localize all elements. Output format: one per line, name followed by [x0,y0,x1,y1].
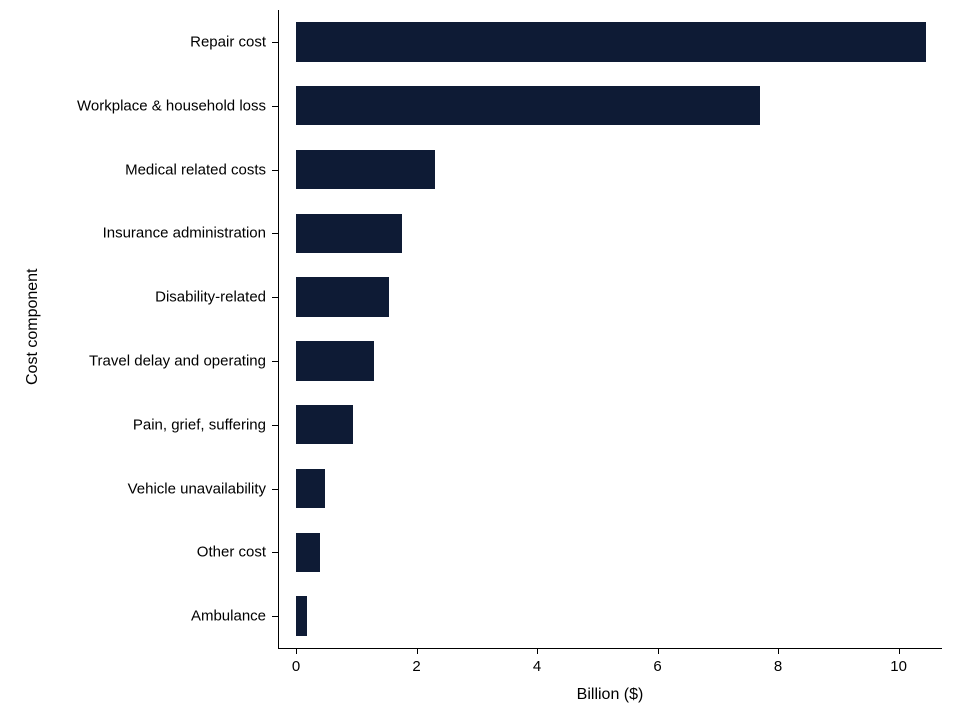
x-axis-title: Billion ($) [577,686,644,704]
bar [296,150,435,190]
category-label: Medical related costs [125,161,266,178]
y-axis-title-container: Cost component [0,0,30,720]
bar [296,533,320,573]
x-tick-label: 8 [774,658,782,675]
category-label: Other cost [197,544,266,561]
category-label: Repair cost [190,33,266,50]
bar [296,86,760,126]
category-label: Travel delay and operating [89,352,266,369]
bar [296,277,389,317]
bar [296,341,374,381]
bar [296,469,325,509]
category-label: Vehicle unavailability [128,480,266,497]
bar [296,214,401,254]
x-tick-label: 4 [533,658,541,675]
x-tick-label: 10 [890,658,907,675]
x-tick-label: 0 [292,658,300,675]
bar [296,405,353,445]
bar [296,596,307,636]
category-label: Ambulance [191,608,266,625]
category-label: Insurance administration [103,225,266,242]
y-axis-line [278,10,279,648]
category-label: Pain, grief, suffering [133,416,266,433]
x-tick-label: 2 [412,658,420,675]
x-tick-label: 6 [653,658,661,675]
category-label: Workplace & household loss [77,97,266,114]
plot-area: Repair costWorkplace & household lossMed… [278,10,942,648]
y-axis-title: Cost component [24,268,42,385]
bar [296,22,926,62]
x-axis-line [278,648,942,649]
cost-component-bar-chart: Cost component Repair costWorkplace & ho… [0,0,960,720]
category-label: Disability-related [155,289,266,306]
